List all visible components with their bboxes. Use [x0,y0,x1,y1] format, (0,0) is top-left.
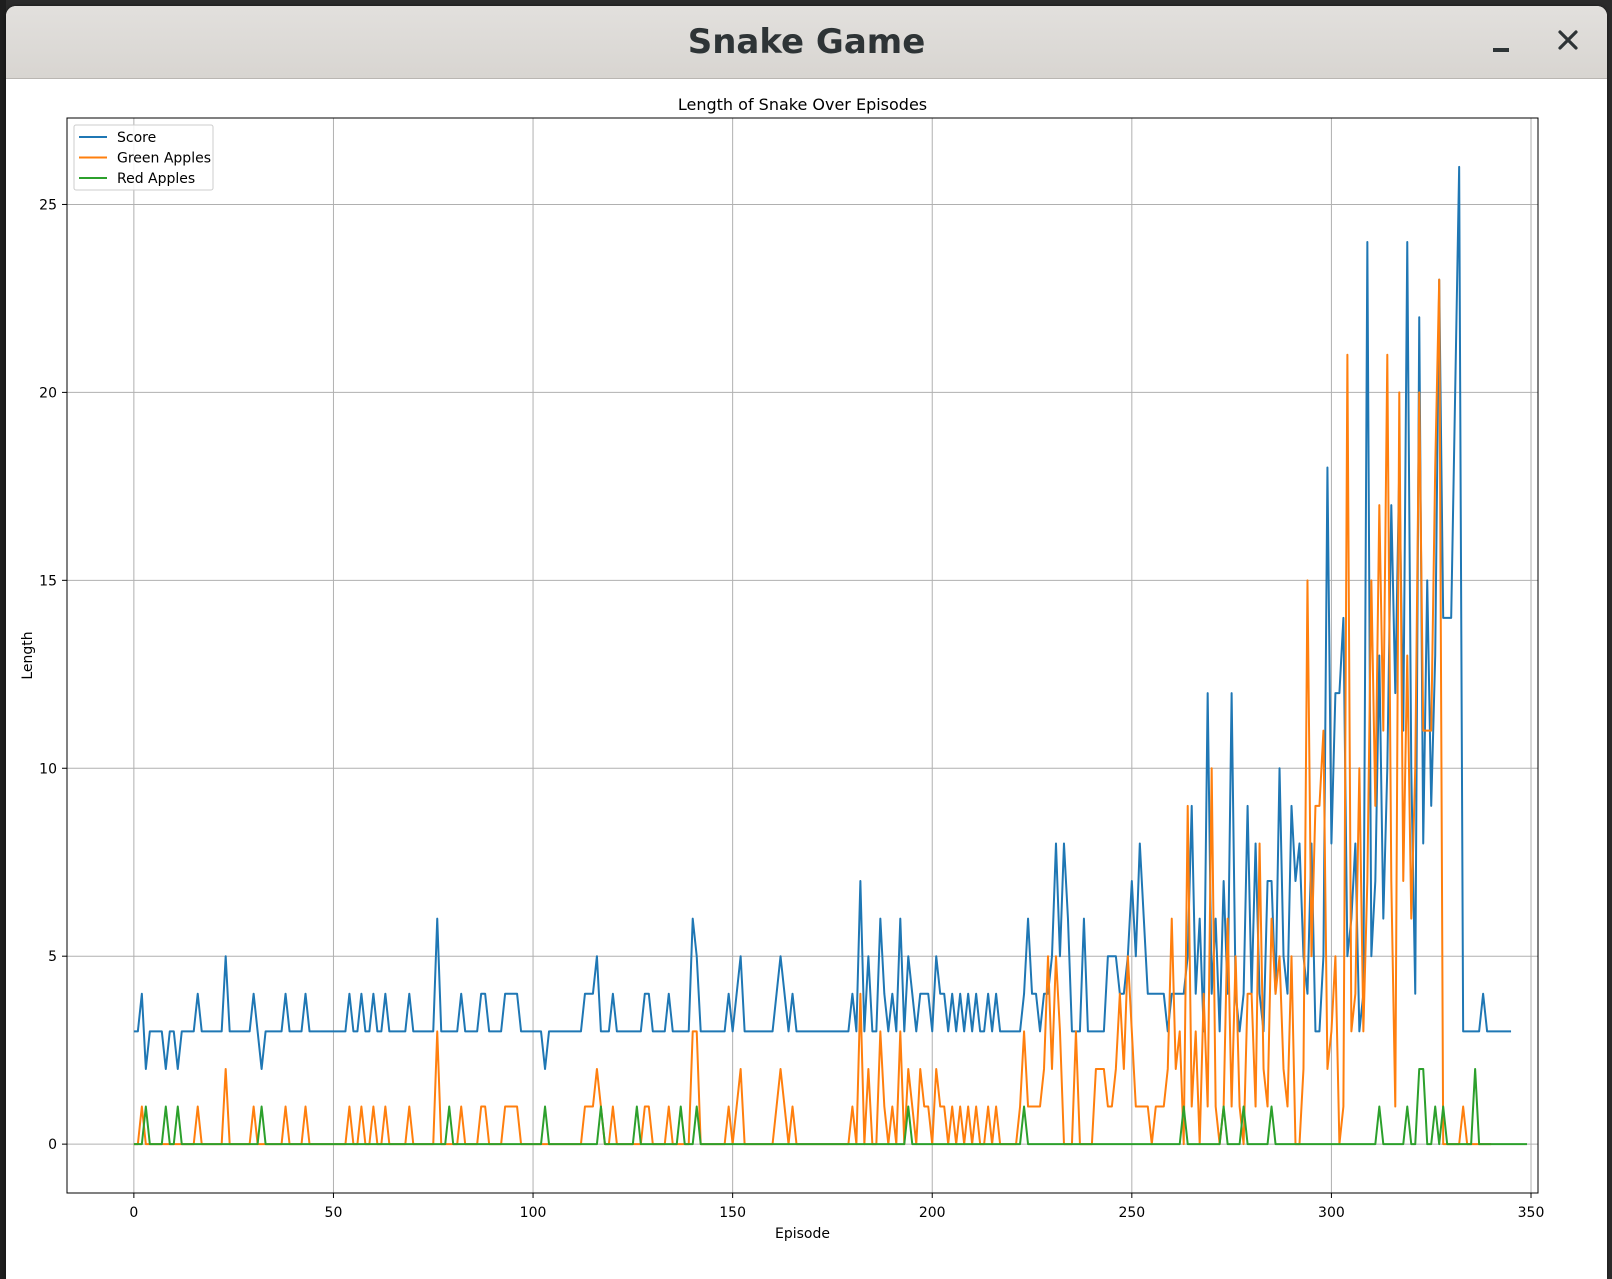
series-line-green-apples [133,278,1492,1146]
x-tick-label: 100 [520,1205,547,1221]
y-tick-label: 20 [39,385,57,401]
y-axis-label: Length [20,631,36,679]
y-tick-label: 15 [39,573,57,589]
x-tick-label: 200 [919,1205,946,1221]
axes-frame [66,117,1539,1194]
x-tick-label: 0 [129,1205,138,1221]
plot-area: 0 50 100 150 200 250 300 350 0 5 10 15 20 25 Length o… [6,79,1607,1279]
legend-entry-score: Score [79,130,156,146]
x-tick-label: 300 [1318,1205,1345,1221]
legend: Score Green Apples Red Apples [73,124,214,191]
legend-label-green-apples: Green Apples [117,151,211,167]
legend-entry-red-apples: Red Apples [79,171,195,187]
x-tick-label: 350 [1518,1205,1545,1221]
title-bar[interactable]: Snake Game [6,6,1607,79]
x-tick-label: 50 [325,1205,343,1221]
legend-box [73,124,214,191]
desktop-background [0,0,6,1279]
y-tick-label: 25 [39,197,57,213]
ticks: 0 50 100 150 200 250 300 350 0 5 10 15 20 25 [39,197,1544,1221]
line-chart: 0 50 100 150 200 250 300 350 0 5 10 15 20 25 Length o… [20,95,1544,1242]
x-tick-label: 150 [719,1205,746,1221]
x-axis-label: Episode [775,1226,830,1242]
y-tick-label: 5 [48,949,57,965]
app-window: Snake Game 0 50 100 150 200 250 300 350 0 5 10 15 20… [6,6,1607,1279]
minimize-icon [1493,48,1509,52]
close-button[interactable] [1546,20,1590,64]
series-line-red-apples [133,1067,1528,1146]
legend-label-red-apples: Red Apples [117,171,195,187]
series-lines [133,165,1528,1146]
minimize-button[interactable] [1479,20,1523,64]
window-title: Snake Game [687,22,926,62]
y-tick-label: 10 [39,761,57,777]
x-tick-label: 250 [1118,1205,1145,1221]
y-tick-label: 0 [48,1137,57,1153]
legend-entry-green-apples: Green Apples [79,151,211,167]
series-line-score [133,165,1512,1070]
legend-label-score: Score [117,130,156,146]
chart-title: Length of Snake Over Episodes [678,95,927,114]
close-icon [1558,30,1578,50]
